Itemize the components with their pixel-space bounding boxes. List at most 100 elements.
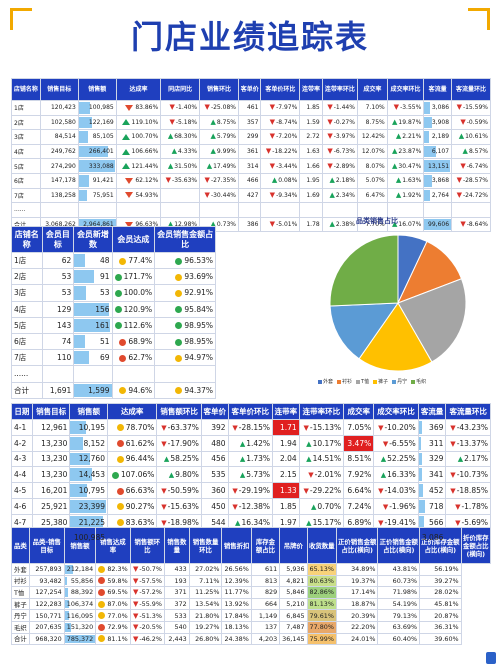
- data-bar: [424, 218, 451, 231]
- table-cell: ▲16.07%: [386, 216, 425, 233]
- table-cell: 18.87%: [335, 597, 379, 611]
- cell-value: 2店: [14, 119, 24, 127]
- table-cell: 433: [163, 563, 190, 576]
- cell-value: -29.22%: [309, 486, 342, 496]
- table-row: T恤 127,254 88,392 69.5% ▼-57.2% 371 11.25% 11.7…: [11, 586, 491, 599]
- table-cell: 2.04: [272, 450, 300, 468]
- table-cell: ▼-28.57%: [451, 172, 491, 189]
- table-cell: 91: [73, 268, 113, 286]
- table-cell: 11.25%: [188, 586, 223, 599]
- down-arrow-icon: ▼: [382, 502, 389, 511]
- up-arrow-icon: ▲: [380, 471, 387, 480]
- up-arrow-icon: ▲: [458, 132, 465, 141]
- up-arrow-icon: ▲: [167, 132, 174, 141]
- cell-value: 2.34%: [335, 191, 355, 199]
- down-arrow-icon: ▼: [204, 176, 210, 185]
- table-cell: ▲1.42%: [227, 434, 274, 452]
- cell-value: 360: [211, 486, 226, 496]
- cell-value: 2.04: [279, 454, 297, 464]
- table-row: 3店 53 53 100.0% 92.91%: [11, 284, 216, 302]
- column-header: 连带率: [272, 403, 300, 420]
- cell-value: 合计: [14, 385, 29, 395]
- cell-value: 2.18%: [335, 177, 355, 185]
- cell-value: 2,443: [168, 634, 187, 643]
- cell-value: 外套: [14, 565, 27, 574]
- up-arrow-icon: ▲: [329, 220, 335, 229]
- table-cell: 450: [200, 497, 229, 515]
- cell-value: 3.47%: [347, 438, 372, 448]
- cell-value: 150,771: [35, 611, 62, 620]
- table-cell: 361: [237, 143, 262, 160]
- table-cell: 1.85: [299, 100, 323, 116]
- column-header: 品类-销售目标: [28, 527, 65, 564]
- table-cell: 2店: [11, 114, 41, 131]
- table-cell: 51: [73, 332, 113, 351]
- table-cell: ▼-24.72%: [451, 187, 491, 204]
- down-arrow-icon: ▼: [450, 423, 456, 432]
- up-arrow-icon: ▲: [210, 132, 216, 141]
- cell-value: 1店: [14, 105, 24, 113]
- cell-value: 5.73%: [246, 470, 271, 480]
- cell-value: 9.80%: [175, 470, 199, 480]
- table-cell: 5店: [11, 316, 43, 334]
- table-cell: 129: [41, 300, 75, 318]
- table-cell: ▼-18.22%: [260, 143, 301, 160]
- cell-value: 107.06%: [121, 470, 155, 480]
- table-cell: 合计: [11, 632, 30, 646]
- table-cell: 1.94: [272, 434, 300, 452]
- table-cell: 4-5: [11, 482, 33, 499]
- status-dot-icon: [175, 273, 183, 281]
- cell-value: 7店: [14, 353, 27, 363]
- cell-value: 61.62%: [125, 438, 155, 448]
- up-arrow-icon: ▲: [380, 455, 387, 464]
- up-arrow-icon: ▲: [239, 439, 246, 448]
- table-cell: 143: [41, 316, 75, 334]
- column-header: 达成率: [106, 403, 158, 420]
- legend-swatch: [356, 379, 361, 384]
- cell-value: 1店: [14, 256, 27, 266]
- category-table: 品类 品类-销售目标 销售额 销售达成率 销售额环比 销售数量 销售数量环比 销售折扣 库存金额…: [11, 527, 492, 646]
- table-cell: 1,599: [73, 381, 113, 399]
- table-cell: 79.61%: [306, 609, 337, 622]
- up-flag-icon: [121, 133, 130, 140]
- cell-value: -2.89%: [333, 162, 355, 170]
- column-header: 客流量: [417, 403, 447, 420]
- cell-value: 96.44%: [125, 454, 155, 464]
- cell-value: 13.92%: [224, 600, 249, 609]
- table-cell: ▲14.51%: [298, 450, 345, 468]
- column-header: 日期: [11, 403, 33, 420]
- cell-value: 6,107: [431, 148, 450, 156]
- table-cell: 83.63%: [106, 513, 158, 531]
- table-cell: 8.75%: [356, 114, 388, 131]
- cell-value: 13,151: [428, 162, 450, 170]
- cell-value: 12.98%: [174, 221, 198, 229]
- table-cell: 83.86%: [115, 100, 162, 116]
- legend-label: 外套: [323, 379, 334, 385]
- cell-value: -0.59%: [466, 118, 488, 126]
- cell-value: 11.25%: [195, 588, 220, 597]
- up-arrow-icon: ▲: [235, 518, 241, 527]
- down-arrow-icon: ▼: [161, 502, 167, 511]
- table-cell: 1.33: [272, 482, 300, 499]
- table-row: 3店 84,514 85,105 100.70% ▲68.30% ▲5.79% 299 ▼-7…: [11, 129, 491, 145]
- cell-value: 1.85: [279, 501, 297, 511]
- table-row: 4-7 25,380 21,225 83.63% ▼-18.98% 544 ▲16.34% 1…: [11, 513, 491, 531]
- cell-value: -10.73%: [456, 470, 488, 480]
- table-cell: ▼-2.89%: [321, 158, 358, 174]
- cell-value: 19.37%: [351, 576, 376, 585]
- table-row: 2店 53 91 171.7% 93.69%: [11, 268, 216, 286]
- table-row: 裤子 122,283 106,374 87.0% ▼-55.9% 372 13.54% 13.…: [11, 597, 491, 611]
- table-cell: 3,868: [423, 172, 453, 189]
- cell-value: 13.54%: [195, 600, 220, 609]
- table-cell: 664: [250, 597, 281, 611]
- down-arrow-icon: ▼: [269, 220, 276, 229]
- table-cell: 6.64%: [343, 482, 375, 499]
- table-cell: 16,201: [31, 482, 71, 499]
- daily-table: 日期 销售目标 销售额 达成率 销售额环比 客单价 客单价环比 连带率 连带率环比 成交率 成交率环…: [11, 403, 491, 547]
- down-arrow-icon: ▼: [132, 623, 139, 632]
- cell-value: 106,374: [66, 600, 94, 609]
- cell-value: -3.44%: [276, 162, 298, 170]
- data-bar: [79, 174, 89, 187]
- table-cell: ▲1.73%: [227, 450, 274, 468]
- cell-value: 36.31%: [434, 623, 459, 632]
